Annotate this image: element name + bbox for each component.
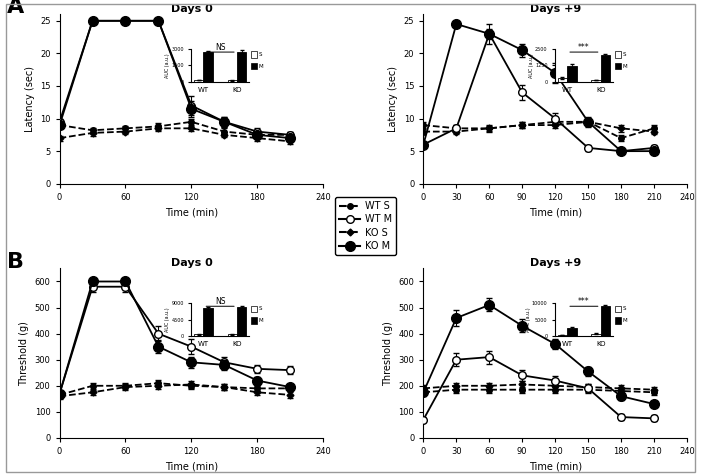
X-axis label: Time (min): Time (min) — [529, 462, 582, 472]
Bar — [237, 51, 246, 82]
Text: S: S — [622, 307, 626, 311]
Y-axis label: AUC (a.u.): AUC (a.u.) — [165, 53, 170, 78]
Text: ***: *** — [578, 43, 590, 52]
Y-axis label: Latency (sec): Latency (sec) — [25, 66, 34, 132]
Bar — [203, 52, 213, 82]
Y-axis label: AUC (a.u.): AUC (a.u.) — [529, 53, 533, 78]
Bar — [203, 308, 213, 336]
Text: S: S — [259, 52, 262, 57]
Bar — [591, 80, 601, 82]
Bar — [567, 66, 576, 82]
Y-axis label: AUC (a.u.): AUC (a.u.) — [165, 307, 170, 332]
Bar — [601, 55, 610, 82]
Text: NS: NS — [215, 297, 226, 306]
Bar — [558, 78, 567, 82]
Title: Days +9: Days +9 — [529, 3, 581, 13]
Y-axis label: Threshold (g): Threshold (g) — [19, 321, 29, 386]
Text: M: M — [622, 64, 627, 69]
Bar — [194, 80, 203, 82]
Y-axis label: Threshold (g): Threshold (g) — [383, 321, 393, 386]
Bar — [194, 335, 203, 336]
Text: M: M — [259, 64, 264, 69]
Text: S: S — [622, 52, 626, 57]
Text: A: A — [7, 0, 24, 17]
Text: S: S — [259, 307, 262, 311]
Text: B: B — [7, 251, 24, 271]
Bar — [228, 80, 237, 82]
Text: M: M — [259, 318, 264, 323]
Bar — [601, 306, 610, 336]
Text: NS: NS — [215, 43, 226, 52]
Bar — [237, 307, 246, 336]
X-axis label: Time (min): Time (min) — [529, 208, 582, 218]
Legend: WT S, WT M, KO S, KO M: WT S, WT M, KO S, KO M — [335, 197, 396, 255]
Text: ***: *** — [578, 297, 590, 306]
X-axis label: Time (min): Time (min) — [165, 208, 218, 218]
Bar — [591, 334, 601, 336]
Bar — [567, 328, 576, 336]
Y-axis label: Latency (sec): Latency (sec) — [388, 66, 398, 132]
Text: M: M — [622, 318, 627, 323]
Title: Days 0: Days 0 — [170, 258, 212, 268]
Title: Days +9: Days +9 — [529, 258, 581, 268]
Bar — [228, 335, 237, 336]
Title: Days 0: Days 0 — [170, 3, 212, 13]
X-axis label: Time (min): Time (min) — [165, 462, 218, 472]
Y-axis label: AUC (a.u.): AUC (a.u.) — [526, 307, 531, 332]
Bar — [558, 335, 567, 336]
